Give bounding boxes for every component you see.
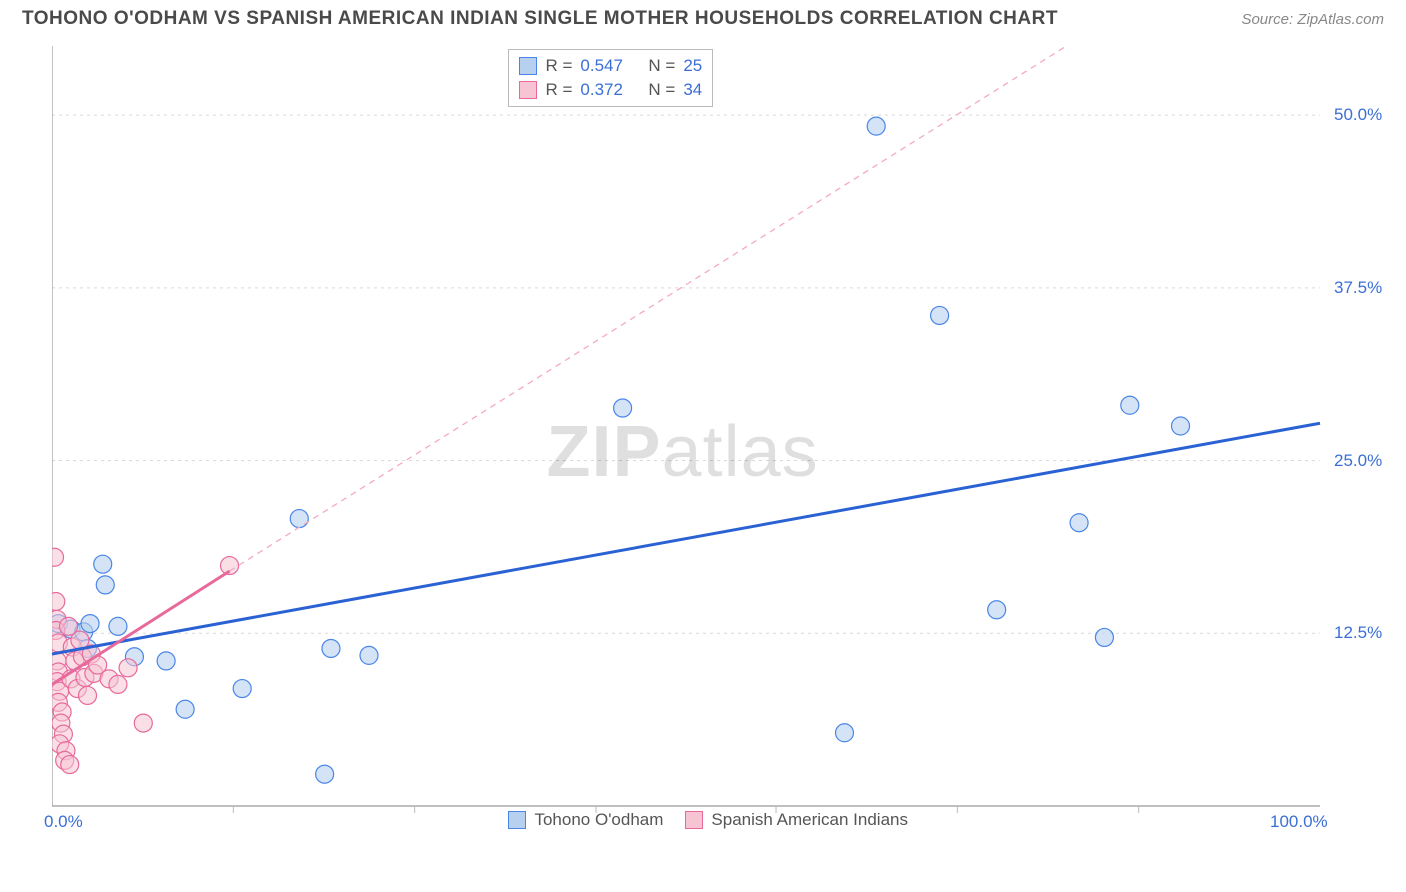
chart-title: TOHONO O'ODHAM VS SPANISH AMERICAN INDIA…: [22, 8, 1058, 30]
chart-source: Source: ZipAtlas.com: [1241, 11, 1384, 28]
y-tick-label: 50.0%: [1334, 105, 1382, 125]
legend-label: Spanish American Indians: [711, 810, 908, 830]
legend-n-label: N =: [648, 54, 675, 78]
legend-label: Tohono O'odham: [534, 810, 663, 830]
legend-r-label: R =: [545, 78, 572, 102]
legend-swatch: [519, 57, 537, 75]
scatter-plot: [52, 46, 1386, 836]
legend-item: Spanish American Indians: [685, 810, 908, 830]
x-tick-label: 100.0%: [1270, 812, 1378, 832]
legend-n-value: 25: [683, 54, 702, 78]
legend-r-label: R =: [545, 54, 572, 78]
legend-row: R = 0.372 N = 34: [519, 78, 702, 102]
legend-swatch: [508, 811, 526, 829]
legend-swatch: [519, 81, 537, 99]
correlation-legend: R = 0.547 N = 25 R = 0.372 N = 34: [508, 49, 713, 107]
legend-n-label: N =: [648, 78, 675, 102]
y-tick-label: 25.0%: [1334, 451, 1382, 471]
x-tick-label: 0.0%: [44, 812, 83, 832]
legend-r-value: 0.547: [580, 54, 623, 78]
legend-swatch: [685, 811, 703, 829]
y-tick-label: 12.5%: [1334, 623, 1382, 643]
legend-item: Tohono O'odham: [508, 810, 663, 830]
legend-row: R = 0.547 N = 25: [519, 54, 702, 78]
series-legend: Tohono O'odham Spanish American Indians: [508, 810, 908, 830]
legend-r-value: 0.372: [580, 78, 623, 102]
legend-n-value: 34: [683, 78, 702, 102]
chart-area: ZIPatlas R =0.547 N =25R =0.372 N =34 To…: [52, 46, 1386, 836]
y-tick-label: 37.5%: [1334, 278, 1382, 298]
